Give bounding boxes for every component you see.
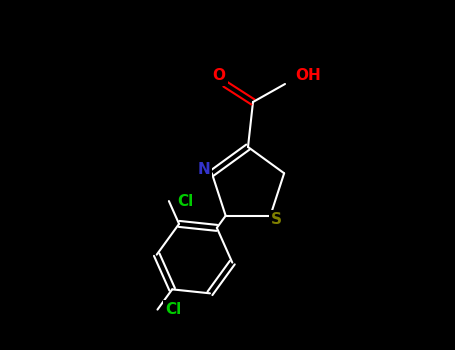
Text: OH: OH <box>295 69 321 84</box>
Text: N: N <box>197 162 210 177</box>
Text: Cl: Cl <box>166 302 182 317</box>
Text: Cl: Cl <box>177 194 193 209</box>
Text: O: O <box>212 69 226 84</box>
Text: S: S <box>271 212 282 227</box>
